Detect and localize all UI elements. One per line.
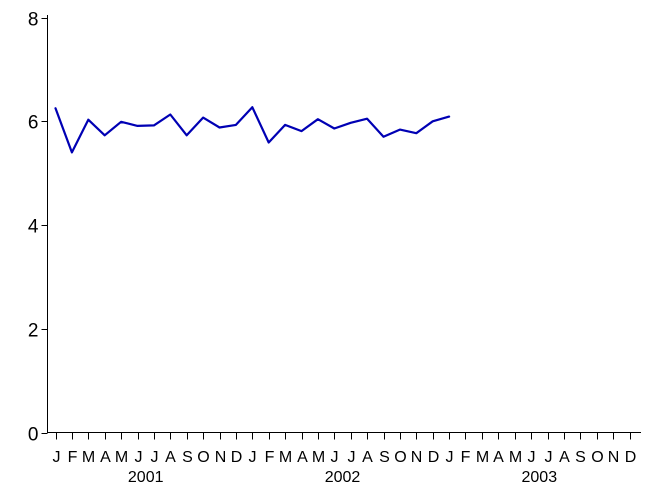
- x-tick-label: M: [82, 449, 95, 466]
- x-tick-label: D: [231, 449, 243, 466]
- x-tick-label: S: [379, 449, 390, 466]
- x-tick-label: O: [197, 449, 209, 466]
- x-year-labels: 2001 2002 2003: [128, 469, 557, 486]
- series-line: [54, 106, 451, 154]
- x-tick-label: J: [331, 449, 339, 466]
- y-tick-label: 8: [28, 10, 39, 31]
- x-tick-label: A: [493, 449, 504, 466]
- y-tick-label: 6: [28, 113, 39, 134]
- x-tick-label: N: [608, 449, 620, 466]
- x-tick-label: N: [215, 449, 227, 466]
- x-tick-label: J: [53, 449, 61, 466]
- x-tick-label: A: [297, 449, 308, 466]
- x-tick-label: M: [476, 449, 489, 466]
- x-tick-label: M: [312, 449, 325, 466]
- x-tick-label: A: [559, 449, 570, 466]
- x-tick-label: S: [182, 449, 193, 466]
- x-year-label: 2002: [325, 469, 361, 486]
- x-tick-label: J: [135, 449, 143, 466]
- x-tick-label: J: [348, 449, 356, 466]
- y-ticks: 0 2 4 6 8: [28, 10, 48, 446]
- x-tick-label: F: [265, 449, 275, 466]
- x-tick-label: J: [545, 449, 553, 466]
- plot-area: [54, 106, 451, 154]
- x-tick-label: N: [411, 449, 423, 466]
- x-year-label: 2003: [522, 469, 558, 486]
- x-tick-label: D: [625, 449, 637, 466]
- x-tick-label: D: [428, 449, 440, 466]
- y-axis: 0 2 4 6 8: [28, 10, 48, 446]
- x-tick-label: M: [115, 449, 128, 466]
- x-tick-label: O: [591, 449, 603, 466]
- x-tick-label: O: [394, 449, 406, 466]
- y-tick-label: 0: [28, 425, 39, 446]
- x-tick-label: J: [249, 449, 257, 466]
- x-tick-label: A: [362, 449, 373, 466]
- x-tick-label: A: [165, 449, 176, 466]
- x-tick-label: J: [528, 449, 536, 466]
- x-tick-label: S: [575, 449, 586, 466]
- y-tick-label: 4: [28, 217, 39, 238]
- x-tick-label: J: [446, 449, 454, 466]
- y-tick-label: 2: [28, 321, 39, 342]
- x-tick-label: M: [509, 449, 522, 466]
- x-tick-label: J: [151, 449, 159, 466]
- x-tick-label: F: [461, 449, 471, 466]
- x-year-label: 2001: [128, 469, 164, 486]
- x-tick-label: A: [100, 449, 111, 466]
- x-tick-label: M: [279, 449, 292, 466]
- x-tick-label: F: [68, 449, 78, 466]
